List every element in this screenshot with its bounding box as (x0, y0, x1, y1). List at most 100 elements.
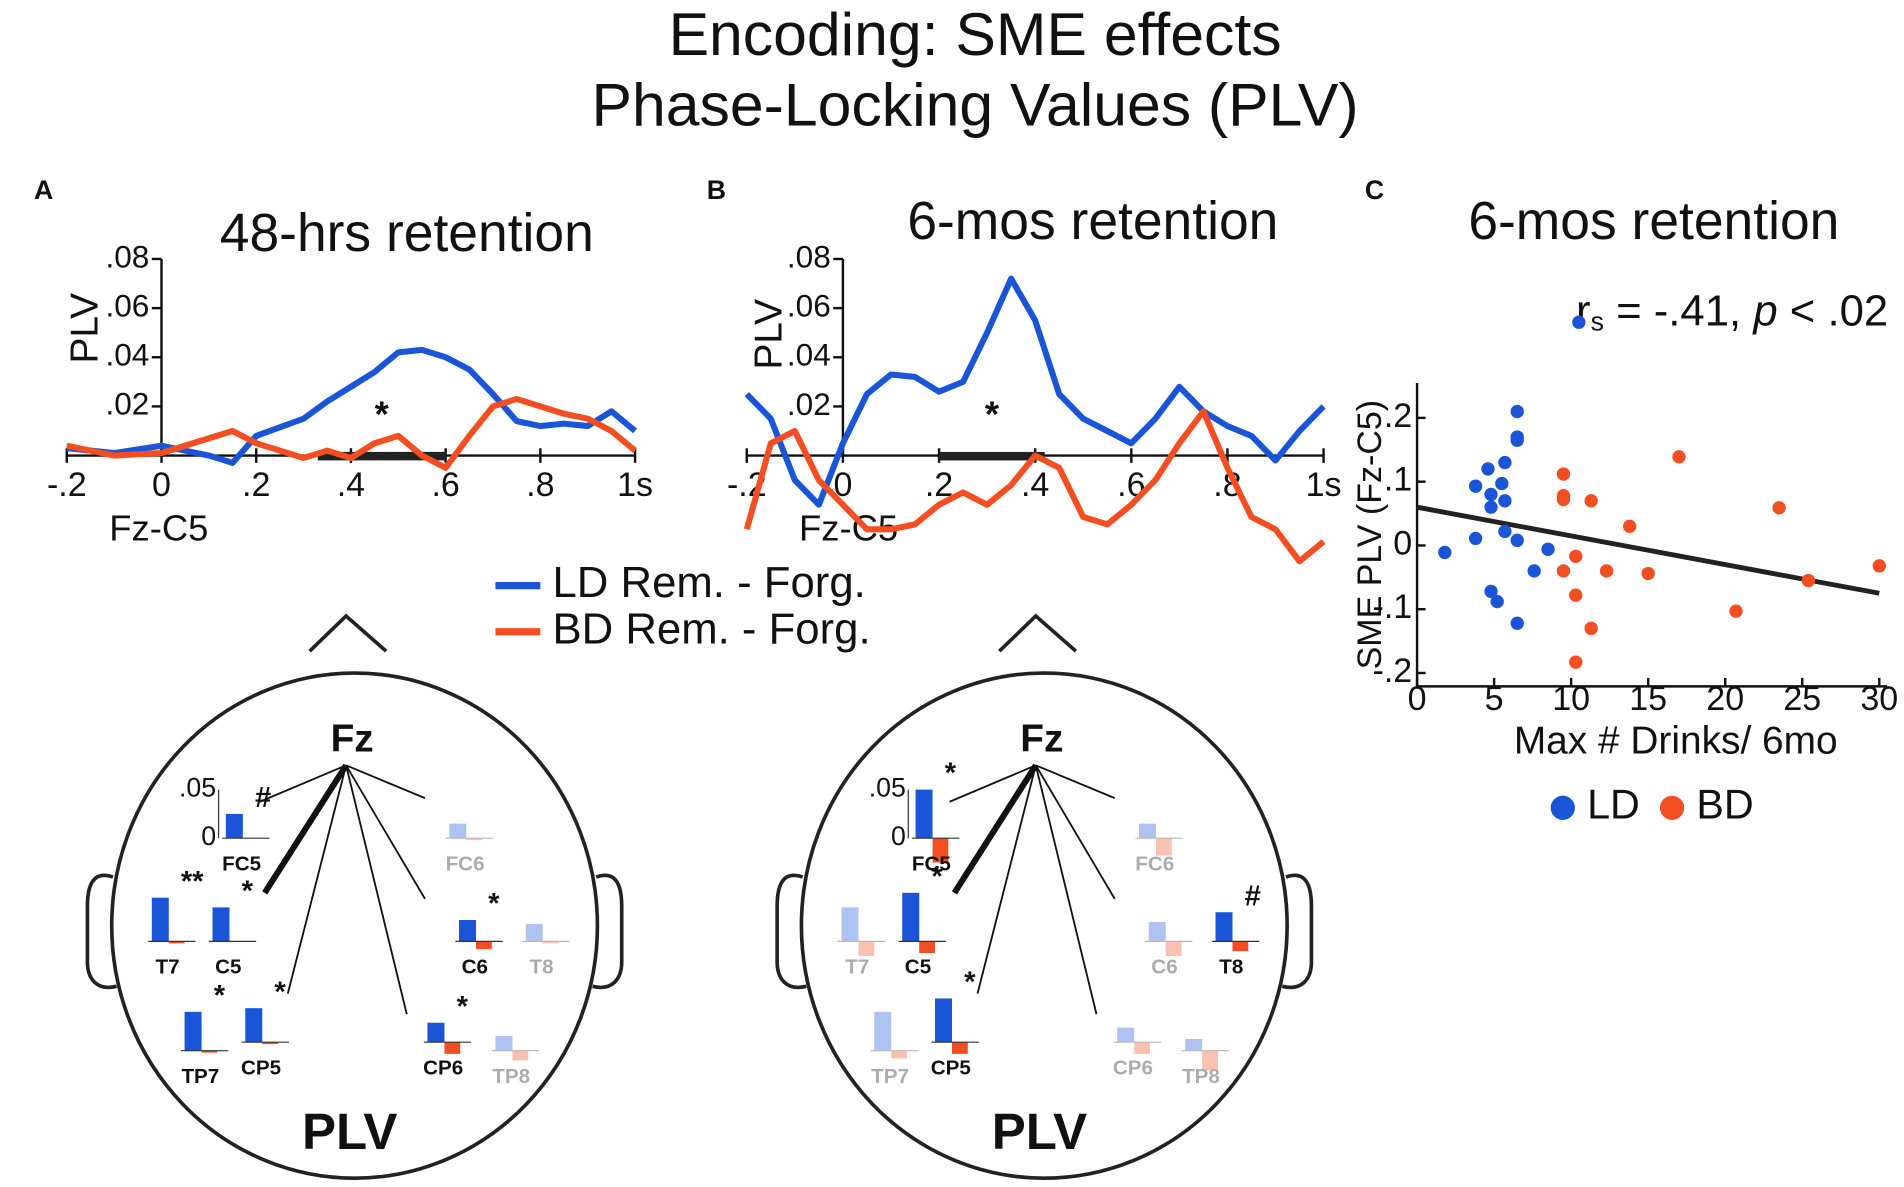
scatter-point (1569, 655, 1583, 669)
statistic-part: p (1751, 286, 1777, 335)
head-outline (85, 613, 624, 1180)
electrode-label: T7 (845, 956, 869, 979)
electrode-label: FC5 (912, 852, 951, 875)
head: PLVFzFC5#.050FC6T7**C5*C6*T8TP7*CP5*CP6*… (148, 717, 570, 1160)
significance-bar (317, 451, 446, 461)
bar (495, 1036, 513, 1051)
connection (949, 764, 1037, 803)
bar (935, 998, 952, 1043)
scatter-point (1672, 450, 1686, 464)
bar (512, 1050, 529, 1061)
chart-title: 6-mos retention (1468, 192, 1839, 251)
scatter-point (1569, 549, 1583, 563)
electrode: FC6 (1135, 823, 1183, 875)
scatter-point (1510, 616, 1524, 630)
electrode: TP8 (1181, 1039, 1229, 1088)
electrode: C5 * (898, 861, 946, 979)
bar (525, 923, 543, 942)
bar (459, 920, 476, 942)
electrode-label: FC6 (446, 852, 485, 875)
series-line (744, 275, 1326, 508)
connection (345, 765, 408, 1015)
scatter-point (1556, 492, 1571, 507)
figure-title: Encoding: SME effects (669, 0, 1282, 68)
statistic-part: = -.41, (1604, 286, 1753, 335)
figure-subtitle: Phase-Locking Values (PLV) (592, 71, 1359, 139)
panel-label: C (1365, 175, 1384, 205)
electrode-label: CP5 (241, 1056, 281, 1079)
y-tick-label: .06 (105, 287, 149, 323)
y-tick-label: .2 (1384, 397, 1412, 435)
significance-mark: * (488, 888, 500, 920)
connection (1035, 764, 1116, 900)
connection (951, 763, 1039, 895)
electrode-label: TP8 (1182, 1065, 1220, 1088)
legend-label: BD (1696, 782, 1753, 828)
bar (902, 892, 920, 942)
electrode-label: TP8 (492, 1065, 530, 1088)
significance-mark: * (931, 861, 943, 893)
scatter-point (1599, 564, 1614, 578)
scatter-point (1498, 455, 1512, 470)
electrode: T8 # (1211, 880, 1261, 979)
electrode: C6 (1145, 921, 1193, 979)
electrode: T7 (837, 907, 886, 979)
scatter-point (1510, 533, 1524, 548)
electrode: T8 (522, 923, 570, 979)
scatter-point (1468, 479, 1483, 493)
legend-swatch (1659, 795, 1685, 820)
scatter-point (1484, 500, 1498, 514)
bar (1139, 823, 1156, 839)
x-tick-label: 0 (152, 466, 171, 504)
x-tick-label: 20 (1706, 680, 1744, 718)
scatter-point (1498, 494, 1512, 508)
electrode-label: C6 (462, 956, 488, 979)
chart-title: 48-hrs retention (220, 204, 594, 263)
scatter-point (1490, 594, 1504, 609)
bar (225, 813, 243, 839)
head-title: PLV (302, 1103, 397, 1160)
significance-bar (939, 451, 1045, 461)
electrode: TP7 * (180, 980, 229, 1088)
connection (286, 765, 347, 994)
scatter-point (1584, 621, 1598, 636)
scatter-point (1556, 467, 1571, 481)
scatter-point (1510, 404, 1524, 419)
bar (1202, 1050, 1218, 1071)
y-tick-label: -.1 (1373, 588, 1413, 626)
bar (201, 1050, 218, 1053)
electrode-label: CP6 (423, 1056, 463, 1079)
electrode: C6 * (455, 888, 503, 979)
legend-swatch (1550, 795, 1575, 820)
y-tick-label: .02 (787, 386, 831, 422)
y-tick-label: .1 (1384, 461, 1412, 499)
scatter-point (1641, 566, 1655, 581)
bar (444, 1042, 461, 1054)
x-tick-label: .8 (526, 466, 554, 504)
significance-mark: * (964, 967, 976, 999)
scatter-point (1541, 542, 1555, 556)
electrode-label: FC6 (1135, 852, 1174, 875)
electrode: FC6 (446, 823, 493, 875)
bar (168, 941, 185, 944)
bar (1165, 941, 1182, 956)
significance-mark: * (214, 980, 226, 1012)
scatter-point (1495, 476, 1509, 491)
legend-label: LD Rem. - Forg. (553, 558, 866, 607)
scale-tick-label: .05 (179, 773, 216, 803)
bar (891, 1050, 908, 1059)
x-axis-label: Max # Drinks/ 6mo (1514, 720, 1838, 763)
y-tick-label: .08 (105, 238, 149, 274)
electrode: TP8 (491, 1036, 540, 1088)
connection (976, 765, 1037, 994)
scale-tick-label: .05 (869, 773, 906, 803)
scatter-point (1527, 564, 1541, 578)
electrode-label: FC5 (222, 852, 261, 875)
legend-label: LD (1587, 782, 1640, 828)
x-tick-label: 0 (833, 466, 852, 504)
significance-label: * (985, 393, 1000, 434)
bar (1117, 1027, 1135, 1043)
electrode-label: T7 (156, 956, 180, 979)
significance-mark: # (1245, 880, 1261, 912)
scatter-point (1481, 462, 1495, 476)
